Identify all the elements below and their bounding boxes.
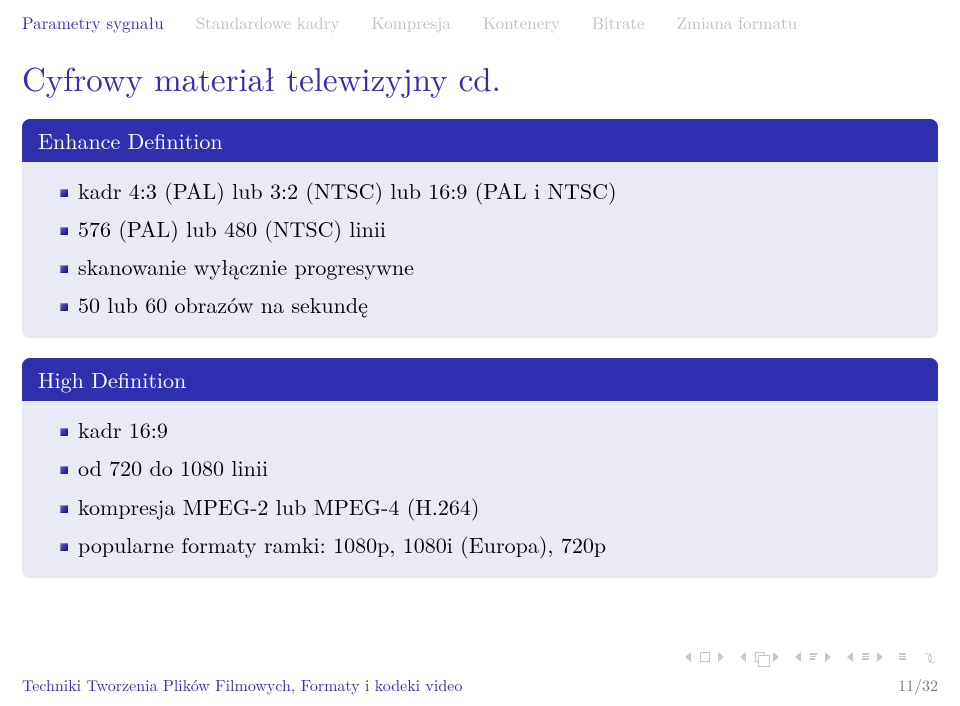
bullet-icon (60, 466, 68, 474)
list-item: kadr 4:3 (PAL) lub 3:2 (NTSC) lub 16:9 (… (38, 172, 922, 210)
nav-item-bitrate[interactable]: Bitrate (592, 10, 645, 34)
bullet-icon (60, 428, 68, 436)
list-item: od 720 do 1080 linii (38, 449, 922, 487)
nav-frame-icon[interactable] (847, 647, 883, 666)
nav-item-zmiana[interactable]: Zmiana formatu (677, 10, 797, 34)
page-number: 11/32 (898, 673, 938, 696)
nav-prev-section-icon[interactable] (685, 647, 724, 666)
bullet-icon (60, 505, 68, 513)
bullet-icon (60, 265, 68, 273)
block-high-definition: High Definition kadr 16:9 od 720 do 1080… (22, 358, 938, 577)
list-item-text: od 720 do 1080 linii (78, 451, 268, 485)
list-item-text: popularne formaty ramki: 1080p, 1080i (E… (78, 528, 606, 562)
beamer-nav-icons (685, 647, 938, 666)
nav-outline-icon[interactable] (899, 653, 906, 659)
block-header: Enhance Definition (22, 119, 938, 162)
list-item-text: kompresja MPEG-2 lub MPEG-4 (H.264) (78, 490, 479, 524)
nav-prev-slide-icon[interactable] (740, 647, 779, 666)
bullet-icon (60, 227, 68, 235)
nav-item-kompresja[interactable]: Kompresja (371, 10, 450, 34)
list-item-text: kadr 4:3 (PAL) lub 3:2 (NTSC) lub 16:9 (… (78, 174, 617, 208)
nav-back-forward-icon[interactable] (922, 651, 938, 663)
block-body: kadr 16:9 od 720 do 1080 linii kompresja… (22, 401, 938, 577)
list-item: kompresja MPEG-2 lub MPEG-4 (H.264) (38, 488, 922, 526)
nav-item-kadry[interactable]: Standardowe kadry (196, 10, 340, 34)
footer: Techniki Tworzenia Plików Filmowych, For… (22, 673, 938, 696)
list-item: skanowanie wyłącznie progresywne (38, 248, 922, 286)
list-item-text: kadr 16:9 (78, 413, 168, 447)
list-item: 50 lub 60 obrazów na sekundę (38, 286, 922, 324)
slide-title: Cyfrowy materiał telewizyjny cd. (0, 40, 960, 119)
list-item-text: 50 lub 60 obrazów na sekundę (78, 288, 368, 322)
list-item: popularne formaty ramki: 1080p, 1080i (E… (38, 526, 922, 564)
block-body: kadr 4:3 (PAL) lub 3:2 (NTSC) lub 16:9 (… (22, 162, 938, 338)
bullet-icon (60, 543, 68, 551)
nav-item-kontenery[interactable]: Kontenery (483, 10, 560, 34)
slide-content: Enhance Definition kadr 4:3 (PAL) lub 3:… (0, 119, 960, 578)
list-item: 576 (PAL) lub 480 (NTSC) linii (38, 210, 922, 248)
nav-subsection-icon[interactable] (795, 647, 831, 666)
nav-item-parametry[interactable]: Parametry sygnału (22, 10, 164, 34)
list-item-text: 576 (PAL) lub 480 (NTSC) linii (78, 212, 386, 246)
list-item: kadr 16:9 (38, 411, 922, 449)
block-enhance-definition: Enhance Definition kadr 4:3 (PAL) lub 3:… (22, 119, 938, 338)
list-item-text: skanowanie wyłącznie progresywne (78, 250, 414, 284)
footer-title: Techniki Tworzenia Plików Filmowych, For… (22, 673, 462, 696)
block-header: High Definition (22, 358, 938, 401)
bullet-icon (60, 303, 68, 311)
top-nav: Parametry sygnału Standardowe kadry Komp… (0, 0, 960, 40)
bullet-icon (60, 189, 68, 197)
